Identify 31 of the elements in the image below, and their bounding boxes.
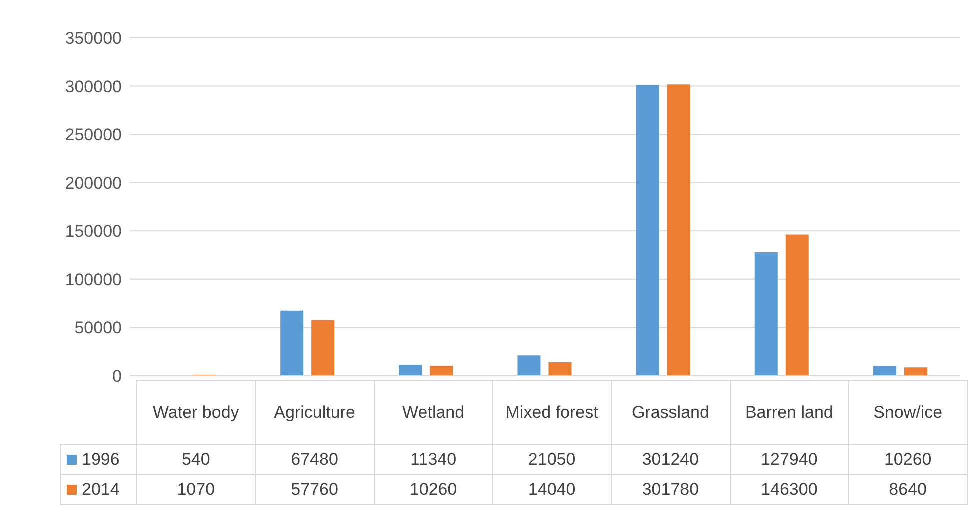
x-tick-label: Barren land [730,380,849,444]
data-label: 21050 [492,444,612,474]
data-label: 11340 [374,444,493,474]
legend-label: 1996 [81,450,120,468]
data-label: 8640 [848,474,968,504]
x-tick-label: Grassland [611,380,730,444]
y-tick-label: 50000 [74,318,122,338]
y-tick-label: 200000 [65,174,122,193]
data-label: 301240 [611,444,730,474]
y-tick-label: 250000 [65,126,122,145]
x-tick-label: Water body [136,380,256,444]
data-label: 10260 [374,474,493,504]
data-label: 1070 [136,474,256,504]
data-label: 14040 [492,474,612,504]
data-label: 67480 [255,444,374,474]
x-tick-label: Snow/ice [848,380,968,444]
x-tick-label: Agriculture [255,380,374,444]
legend-label: 2014 [81,480,120,498]
x-tick-label: Mixed forest [492,380,612,444]
y-tick-label: 350000 [65,29,122,48]
y-tick-label: 100000 [65,270,122,290]
y-tick-label: 150000 [65,222,122,242]
y-tick-label: 0 [112,367,122,386]
data-label: 540 [136,444,256,474]
data-label: 10260 [848,444,968,474]
data-label: 301780 [611,474,730,504]
data-label: 146300 [730,474,849,504]
y-tick-label: 300000 [65,77,122,96]
data-label: 57760 [255,474,374,504]
x-tick-label: Wetland [374,380,493,444]
data-label: 127940 [730,444,849,474]
